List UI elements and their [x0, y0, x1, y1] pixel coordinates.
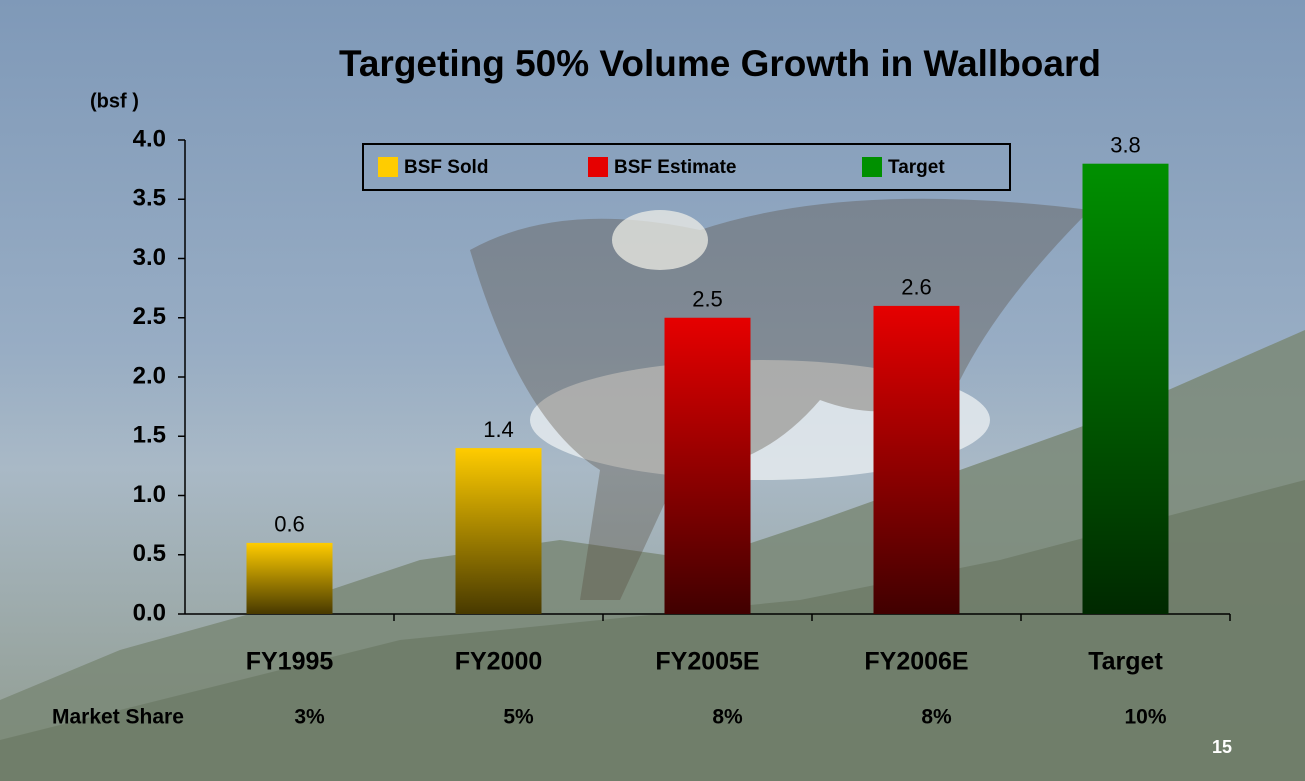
x-tick-label: Target — [1088, 648, 1163, 676]
market-share-value: 8% — [921, 706, 952, 729]
chart-title: Targeting 50% Volume Growth in Wallboard — [339, 43, 1101, 84]
legend-swatch — [378, 157, 398, 177]
y-axis-label: (bsf ) — [90, 90, 139, 112]
page-number: 15 — [1212, 737, 1232, 757]
data-label: 2.5 — [692, 287, 723, 312]
data-label: 0.6 — [274, 512, 305, 537]
x-tick-label: FY2000 — [455, 648, 543, 676]
market-share-label: Market Share — [52, 706, 184, 729]
bar-shade — [246, 542, 333, 614]
bar-shade — [664, 317, 751, 614]
bar-shade — [1082, 163, 1169, 614]
y-tick-label: 2.5 — [133, 303, 166, 330]
y-tick-label: 0.0 — [133, 599, 166, 626]
legend-label: BSF Sold — [404, 157, 488, 178]
y-tick-label: 0.5 — [133, 540, 166, 567]
market-share-value: 8% — [712, 706, 743, 729]
x-tick-label: FY1995 — [246, 648, 334, 676]
market-share-value: 3% — [294, 706, 325, 729]
y-tick-label: 2.0 — [133, 362, 166, 389]
y-tick-label: 3.0 — [133, 244, 166, 271]
x-tick-label: FY2005E — [655, 648, 759, 676]
data-label: 1.4 — [483, 417, 514, 442]
x-tick-label: FY2006E — [864, 648, 968, 676]
legend-label: Target — [888, 157, 945, 178]
bar-shade — [873, 305, 960, 614]
background-art — [0, 198, 1305, 781]
y-tick-label: 1.0 — [133, 481, 166, 508]
y-tick-label: 3.5 — [133, 185, 166, 212]
legend-box — [362, 143, 1011, 191]
data-label: 2.6 — [901, 275, 932, 300]
y-tick-label: 4.0 — [133, 125, 166, 152]
y-tick-label: 1.5 — [133, 422, 166, 449]
legend-swatch — [862, 157, 882, 177]
market-share-value: 5% — [503, 706, 534, 729]
legend-swatch — [588, 157, 608, 177]
bar-shade — [455, 448, 542, 614]
data-label: 3.8 — [1110, 133, 1141, 158]
legend-label: BSF Estimate — [614, 157, 736, 178]
market-share-value: 10% — [1124, 706, 1166, 729]
